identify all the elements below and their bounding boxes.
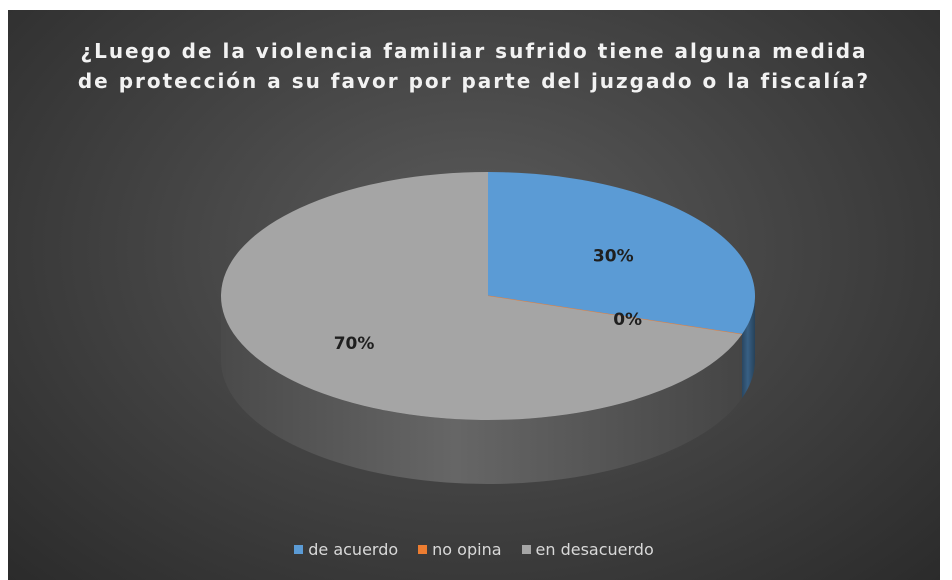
chart-title: ¿Luego de la violencia familiar sufrido … [77,39,871,93]
legend-item-de-acuerdo: de acuerdo [294,540,398,559]
data-label-2: 70% [334,334,375,354]
legend-swatch-en-desacuerdo [521,545,531,554]
legend-item-no-opina: no opina [418,540,502,559]
legend-label-no-opina: no opina [432,540,502,559]
legend-swatch-de-acuerdo [294,545,304,554]
chart-legend: de acuerdo no opina en desacuerdo [8,540,940,559]
pie-slice-0 [488,172,755,335]
pie-chart: 30% 0% 70% [220,172,755,484]
pie-slice-2 [220,172,742,420]
data-label-1: 0% [613,310,642,330]
legend-label-en-desacuerdo: en desacuerdo [535,540,654,559]
chart-area: ¿Luego de la violencia familiar sufrido … [8,10,940,580]
data-label-0: 30% [593,247,634,267]
legend-swatch-no-opina [418,545,428,554]
pie-side-0-0 [741,296,755,399]
pie-side-2-0 [221,296,742,484]
pie-slice-1 [487,295,743,335]
legend-item-en-desacuerdo: en desacuerdo [521,540,654,559]
legend-label-de-acuerdo: de acuerdo [308,540,399,559]
